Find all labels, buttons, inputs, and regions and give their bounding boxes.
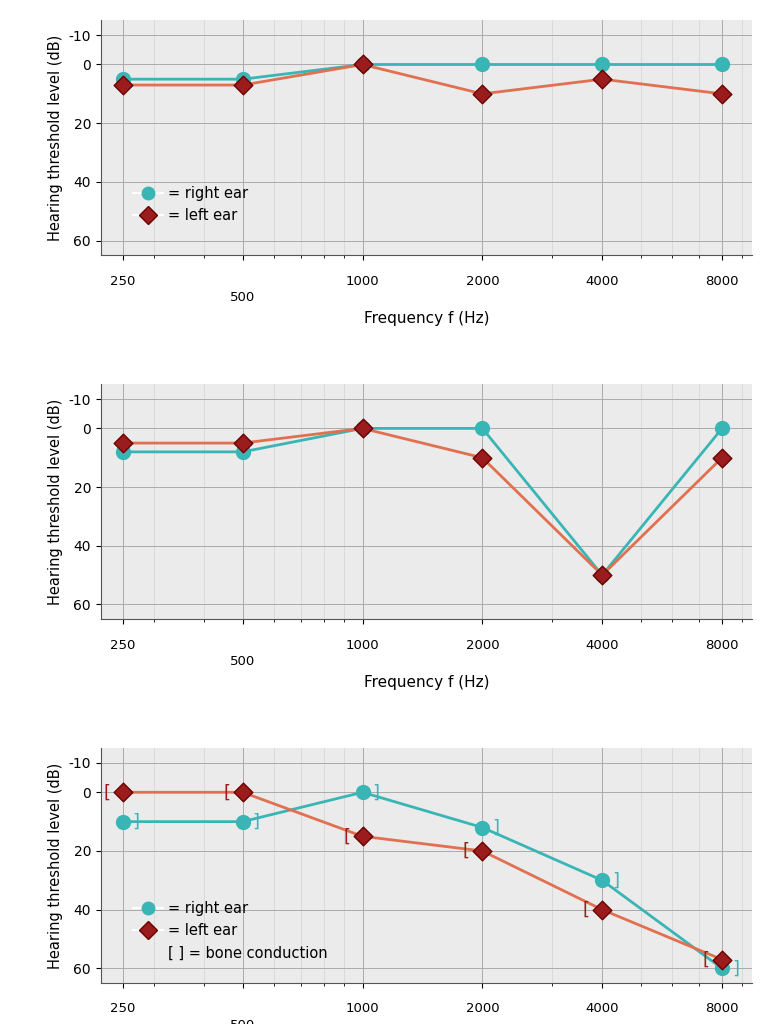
Text: [: [ (583, 901, 590, 919)
Text: [: [ (223, 783, 230, 802)
Point (236, 435, 249, 452)
Legend: = right ear, = left ear: = right ear, = left ear (128, 180, 254, 229)
Point (356, 828, 369, 845)
Text: 500: 500 (230, 655, 255, 669)
Point (716, 450, 728, 466)
Text: 8000: 8000 (705, 1002, 739, 1016)
Text: 4000: 4000 (585, 1002, 619, 1016)
Y-axis label: Hearing threshold level (dB): Hearing threshold level (dB) (48, 398, 63, 605)
Text: ]: ] (612, 871, 619, 889)
Point (596, 872, 608, 889)
Text: 250: 250 (110, 639, 136, 651)
Text: 2000: 2000 (466, 1002, 499, 1016)
Point (356, 784, 369, 801)
Point (716, 56, 728, 73)
Text: 4000: 4000 (585, 274, 619, 288)
Text: 1000: 1000 (346, 274, 379, 288)
Text: 500: 500 (230, 292, 255, 304)
Point (236, 813, 249, 829)
Text: ]: ] (372, 783, 379, 802)
Point (236, 77, 249, 93)
Text: 8000: 8000 (705, 639, 739, 651)
Text: Frequency f (Hz): Frequency f (Hz) (363, 675, 489, 690)
Text: [: [ (343, 827, 350, 845)
Point (356, 56, 369, 73)
Text: ]: ] (133, 813, 140, 830)
Point (117, 77, 129, 93)
Point (117, 71, 129, 87)
Point (356, 420, 369, 436)
Text: 250: 250 (110, 274, 136, 288)
Y-axis label: Hearing threshold level (dB): Hearing threshold level (dB) (48, 35, 63, 241)
Point (117, 435, 129, 452)
Point (476, 56, 488, 73)
Text: ]: ] (732, 959, 739, 977)
Point (596, 901, 608, 918)
Text: [: [ (103, 783, 110, 802)
Point (117, 784, 129, 801)
Text: Frequency f (Hz): Frequency f (Hz) (363, 311, 489, 326)
Text: 2000: 2000 (466, 274, 499, 288)
Y-axis label: Hearing threshold level (dB): Hearing threshold level (dB) (48, 763, 63, 969)
Point (476, 420, 488, 436)
Point (596, 71, 608, 87)
Text: 8000: 8000 (705, 274, 739, 288)
Point (476, 843, 488, 859)
Point (476, 819, 488, 836)
Point (236, 784, 249, 801)
Point (117, 813, 129, 829)
Legend: = right ear, = left ear, [ ] = bone conduction: = right ear, = left ear, [ ] = bone cond… (128, 895, 334, 967)
Point (716, 86, 728, 102)
Point (356, 56, 369, 73)
Point (476, 86, 488, 102)
Text: ]: ] (253, 813, 260, 830)
Point (236, 443, 249, 460)
Point (716, 420, 728, 436)
Point (596, 567, 608, 584)
Point (596, 567, 608, 584)
Text: [: [ (703, 950, 710, 969)
Text: 1000: 1000 (346, 639, 379, 651)
Text: 4000: 4000 (585, 639, 619, 651)
Text: 250: 250 (110, 1002, 136, 1016)
Text: [: [ (463, 842, 470, 860)
Point (117, 443, 129, 460)
Text: 2000: 2000 (466, 639, 499, 651)
Text: 500: 500 (230, 1019, 255, 1024)
Point (476, 450, 488, 466)
Text: ]: ] (492, 818, 499, 837)
Point (236, 71, 249, 87)
Point (716, 961, 728, 977)
Point (716, 951, 728, 968)
Text: 1000: 1000 (346, 1002, 379, 1016)
Point (596, 56, 608, 73)
Point (356, 420, 369, 436)
